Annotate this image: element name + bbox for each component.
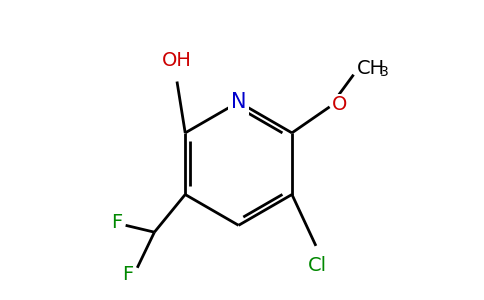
Text: N: N xyxy=(231,92,246,112)
Text: OH: OH xyxy=(162,51,192,70)
Text: Cl: Cl xyxy=(308,256,327,275)
Text: O: O xyxy=(333,94,348,114)
Text: F: F xyxy=(122,265,134,284)
Text: 3: 3 xyxy=(380,65,389,79)
Text: F: F xyxy=(111,213,122,232)
Text: CH: CH xyxy=(357,59,385,78)
